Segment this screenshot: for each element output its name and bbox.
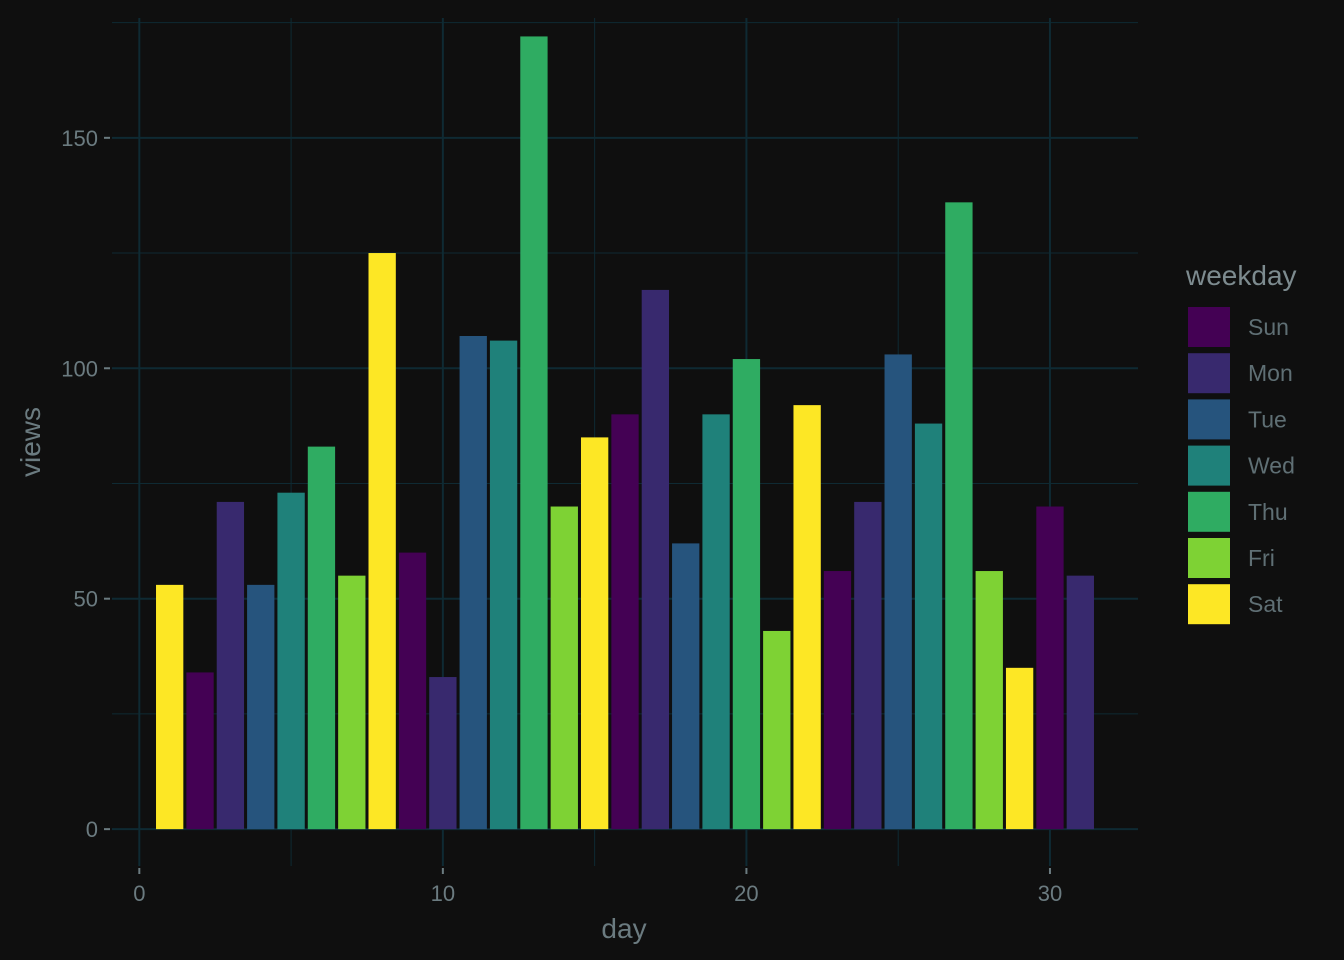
x-axis-title: day — [601, 913, 646, 944]
y-axis-title: views — [15, 407, 46, 477]
axes: 0 50 100 150 0 10 20 30 — [61, 126, 1062, 906]
legend-swatch-fri — [1188, 538, 1230, 578]
legend-swatch-wed — [1188, 445, 1230, 486]
legend-swatch-sun — [1188, 307, 1230, 347]
bar-day-28 — [975, 571, 1003, 830]
legend-label-sun: Sun — [1248, 314, 1289, 340]
bar-day-3 — [216, 501, 245, 830]
legend-label-mon: Mon — [1248, 360, 1293, 386]
legend: weekday Sun Mon Tue Wed Thu Fri Sat — [1185, 260, 1297, 625]
bar-day-12 — [489, 340, 518, 830]
legend-label-thu: Thu — [1248, 499, 1288, 525]
bar-day-7 — [338, 575, 366, 830]
bar-day-15 — [580, 437, 609, 830]
bars — [156, 36, 1094, 830]
bar-day-10 — [429, 677, 457, 830]
bar-day-23 — [823, 571, 852, 830]
bar-day-1 — [156, 584, 184, 830]
x-tick-label: 10 — [431, 881, 455, 906]
legend-label-wed: Wed — [1248, 453, 1295, 479]
bar-day-26 — [914, 423, 943, 830]
x-tick-label: 0 — [133, 881, 145, 906]
bar-day-29 — [1005, 667, 1034, 830]
bar-day-30 — [1036, 506, 1064, 830]
bar-day-31 — [1066, 575, 1094, 830]
bar-day-21 — [763, 630, 791, 830]
bar-day-9 — [398, 552, 427, 830]
legend-title: weekday — [1185, 260, 1297, 291]
bar-day-27 — [945, 202, 973, 830]
legend-label-sat: Sat — [1248, 591, 1283, 617]
legend-label-fri: Fri — [1248, 545, 1275, 571]
bar-day-2 — [186, 672, 214, 830]
y-tick-label: 150 — [61, 126, 98, 151]
legend-swatch-thu — [1188, 491, 1230, 532]
legend-swatch-tue — [1188, 399, 1230, 440]
legend-label-tue: Tue — [1248, 406, 1287, 432]
y-tick-label: 0 — [86, 817, 98, 842]
bar-day-4 — [247, 584, 275, 830]
bar-day-13 — [520, 36, 548, 830]
bar-day-6 — [307, 446, 336, 830]
legend-swatch-mon — [1188, 353, 1230, 394]
legend-swatch-sat — [1188, 584, 1230, 625]
x-tick-label: 30 — [1038, 881, 1062, 906]
x-tick-label: 20 — [734, 881, 758, 906]
bar-day-14 — [550, 506, 578, 830]
bar-day-25 — [884, 354, 912, 830]
bar-day-17 — [641, 289, 670, 830]
y-tick-label: 100 — [61, 356, 98, 381]
bar-day-24 — [854, 501, 882, 830]
bar-day-19 — [702, 414, 730, 830]
bar-day-18 — [672, 543, 700, 830]
bar-day-20 — [732, 359, 761, 830]
bar-day-5 — [277, 492, 305, 830]
bar-day-16 — [611, 414, 639, 830]
bar-day-22 — [793, 405, 821, 830]
y-tick-label: 50 — [74, 587, 98, 612]
bar-day-8 — [368, 253, 396, 830]
bar-day-11 — [459, 336, 487, 830]
